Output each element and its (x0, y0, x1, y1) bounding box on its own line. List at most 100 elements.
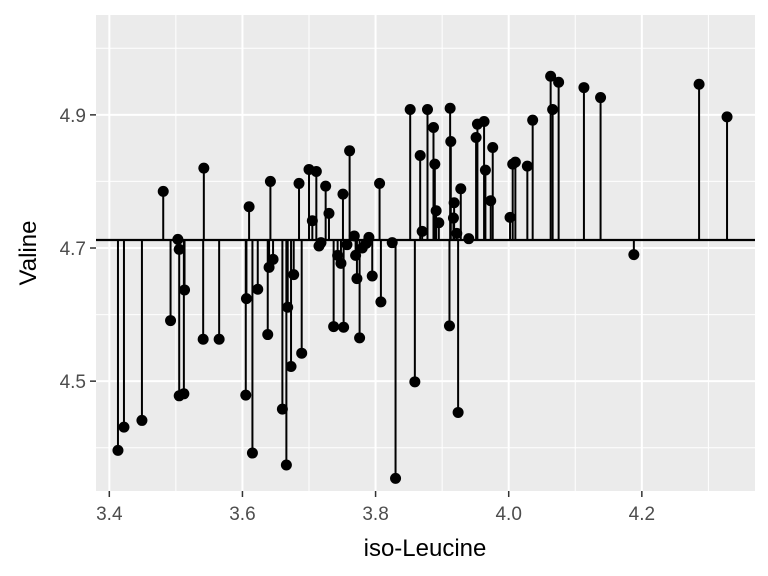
y-tick-label: 4.5 (60, 372, 86, 393)
data-point (478, 116, 490, 128)
data-point (455, 183, 467, 195)
data-point (285, 361, 297, 373)
data-point (351, 273, 363, 285)
data-point (296, 347, 308, 359)
data-point (409, 376, 421, 388)
data-point (527, 114, 539, 126)
data-point (445, 135, 457, 147)
data-point (306, 215, 318, 227)
data-point (173, 243, 185, 255)
data-point (197, 333, 209, 345)
x-tick-label: 3.8 (362, 504, 388, 525)
data-point (338, 321, 350, 333)
data-point (240, 389, 252, 401)
data-point (509, 156, 521, 168)
data-point (386, 237, 398, 249)
data-point (366, 270, 378, 282)
data-point (179, 284, 191, 296)
data-point (578, 82, 590, 94)
data-point (136, 414, 148, 426)
data-point (280, 459, 292, 471)
data-point (240, 293, 252, 305)
data-point (165, 315, 177, 327)
data-point (282, 301, 294, 313)
grid-layer (96, 15, 755, 491)
data-point (243, 201, 255, 213)
data-point (390, 472, 402, 484)
data-point (348, 230, 360, 242)
data-point (118, 421, 130, 433)
data-point (553, 76, 565, 88)
data-point (157, 185, 169, 197)
data-point (521, 160, 533, 172)
data-point (328, 321, 340, 333)
data-point (213, 333, 225, 345)
x-tick-label: 3.6 (229, 504, 255, 525)
x-tick-label: 4.2 (629, 504, 655, 525)
data-point (595, 92, 607, 104)
data-point (337, 188, 349, 200)
plot-panel (96, 15, 755, 491)
data-point (320, 180, 332, 192)
data-point (485, 195, 497, 207)
data-point (404, 104, 416, 116)
data-point (421, 104, 433, 116)
data-point (288, 269, 300, 281)
data-point (374, 177, 386, 189)
data-point (427, 122, 439, 134)
data-point (315, 237, 327, 249)
data-point (545, 70, 557, 82)
data-point (429, 158, 441, 170)
data-point (354, 332, 366, 344)
stem-layer (116, 76, 729, 479)
data-point (310, 165, 322, 177)
data-point (198, 162, 210, 174)
data-point (375, 296, 387, 308)
data-point (246, 447, 258, 459)
data-point (452, 406, 464, 418)
data-point (430, 205, 442, 217)
y-axis-title: Valine (15, 221, 42, 286)
data-point (628, 249, 640, 261)
data-point (414, 149, 426, 161)
data-point (547, 104, 559, 116)
data-point (344, 145, 356, 157)
data-point (444, 102, 456, 114)
data-point (451, 227, 463, 239)
data-point (487, 141, 499, 153)
data-point (479, 164, 491, 176)
data-point (463, 233, 475, 245)
data-point (341, 239, 353, 251)
x-tick-label: 3.4 (96, 504, 123, 525)
data-point (335, 257, 347, 269)
data-point (350, 249, 362, 261)
point-layer (112, 70, 733, 484)
data-point (693, 78, 705, 90)
data-point (721, 111, 733, 123)
data-point (276, 403, 288, 415)
x-axis-title: iso-Leucine (364, 535, 487, 562)
data-point (293, 177, 305, 189)
data-point (363, 231, 375, 243)
data-point (447, 212, 459, 224)
y-tick-label: 4.9 (60, 106, 86, 127)
data-point (262, 329, 274, 341)
data-point (112, 444, 124, 456)
data-point (323, 207, 335, 219)
data-point (252, 283, 264, 295)
data-point (264, 175, 276, 187)
data-point (448, 197, 460, 209)
data-point (172, 233, 184, 245)
x-tick-label: 4.0 (495, 504, 521, 525)
axis-layer: 3.4 3.6 3.8 4.0 4.2 4.5 4.7 4.9 (60, 106, 655, 525)
data-point (443, 320, 455, 332)
data-point (504, 211, 516, 223)
data-point (433, 217, 445, 229)
data-point (416, 225, 428, 237)
data-point (267, 253, 279, 265)
data-point (470, 131, 482, 143)
data-point (178, 388, 190, 400)
y-tick-label: 4.7 (60, 239, 86, 260)
